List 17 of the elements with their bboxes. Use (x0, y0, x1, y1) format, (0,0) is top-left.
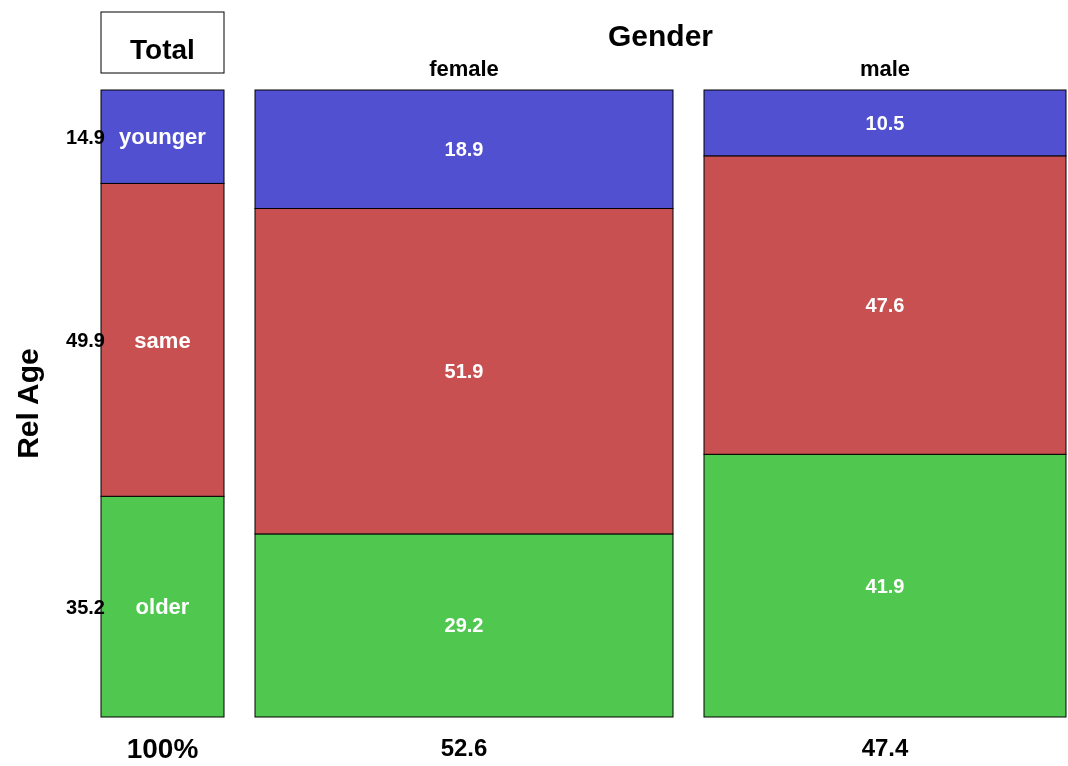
data-label: 10.5 (865, 111, 905, 134)
x-tick-label: Total (130, 33, 195, 65)
text: 100% (126, 732, 199, 764)
data-label: 51.9 (444, 360, 484, 383)
data-label: 29.2 (444, 614, 484, 637)
text: 52.6 (440, 734, 488, 762)
data-label: 47.6 (865, 294, 905, 317)
x-tick-label: female (429, 55, 499, 81)
series-label: same (134, 327, 191, 353)
data-label: 41.9 (865, 574, 905, 597)
series-label: younger (119, 124, 207, 150)
chart-title: Gender (607, 18, 714, 52)
y-axis-title: Rel Age (11, 348, 44, 459)
data-label: 18.9 (444, 138, 484, 161)
x-tick-label: male (859, 55, 911, 81)
text: 47.4 (861, 734, 909, 762)
series-label: older (135, 594, 190, 620)
